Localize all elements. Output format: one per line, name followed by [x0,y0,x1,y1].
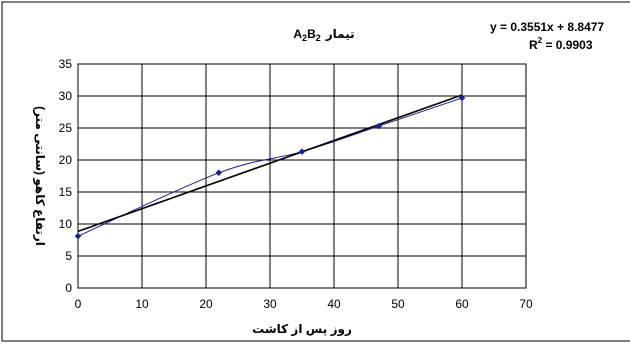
chart-title: A2B2 تیمار [293,27,354,43]
plot-area [78,64,526,288]
y-tick-label: 25 [59,121,73,135]
trendline-equation: y = 0.3551x + 8.8477 [490,20,604,34]
title-sub-1: 2 [302,33,307,43]
y-tick-label: 20 [59,153,73,167]
x-axis-tick-labels: 0 10 20 30 40 50 60 70 [75,297,533,311]
y-tick-label: 5 [65,249,72,263]
plot-area-border [77,63,527,289]
y-tick-label: 35 [59,57,73,71]
title-letter-b: B [307,27,316,41]
y-tick-label: 30 [59,89,73,103]
y-tick-label: 15 [59,185,73,199]
trendline [77,94,463,233]
data-point-marker [375,122,383,130]
title-letter-a: A [293,27,302,41]
x-tick-label: 0 [75,297,82,311]
y-axis-title: ارتفاع کاهو (سانتی متر) [32,106,47,246]
r2-exponent: 2 [538,36,543,45]
y-tick-label: 10 [59,217,73,231]
y-tick-label: 0 [65,281,72,295]
data-point-marker [298,148,306,156]
x-tick-label: 50 [391,297,405,311]
x-tick-label: 20 [199,297,213,311]
x-tick-label: 30 [263,297,277,311]
title-sub-2: 2 [316,33,321,43]
x-tick-label: 10 [135,297,149,311]
x-axis-title: روز پس از کاشت [252,322,352,337]
trendline-r2: R2 = 0.9903 [529,36,593,52]
r2-letter: R [529,38,538,52]
r2-value: = 0.9903 [542,38,593,52]
y-axis-tick-labels: 0 5 10 15 20 25 30 35 [59,57,73,295]
x-tick-label: 70 [519,297,533,311]
data-points [74,94,466,240]
x-tick-label: 40 [327,297,341,311]
title-word: تیمار [325,27,355,41]
data-point-marker [215,169,223,177]
x-tick-label: 60 [455,297,469,311]
data-point-marker [458,94,466,102]
data-point-marker [74,232,82,240]
